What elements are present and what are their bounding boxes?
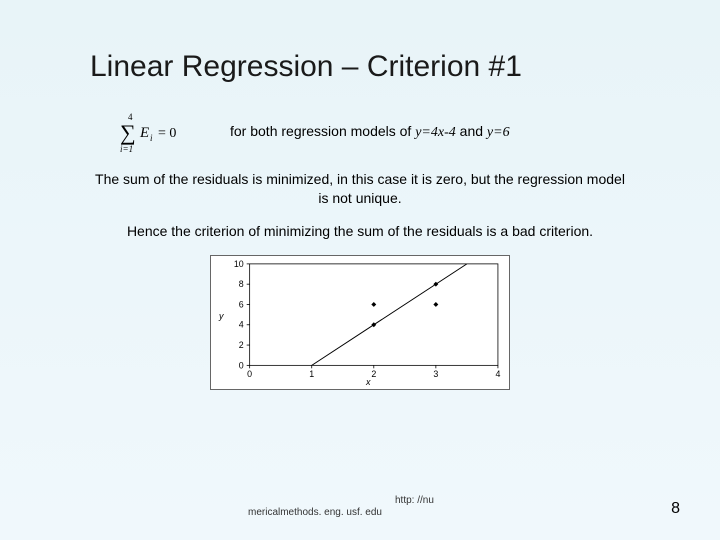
footer-url-bottom: mericalmethods. eng. usf. edu: [248, 507, 382, 518]
svg-text:2: 2: [239, 340, 244, 350]
slide-title: Linear Regression – Criterion #1: [90, 50, 670, 84]
x-axis-label: x: [366, 377, 371, 387]
svg-text:0: 0: [247, 369, 252, 379]
caption-model-2: y=6: [487, 125, 510, 140]
svg-text:∑: ∑: [120, 120, 136, 145]
svg-text:0: 0: [239, 360, 244, 370]
svg-text:1: 1: [309, 369, 314, 379]
summation-equation: 4 ∑ i=1 E i = 0: [110, 112, 190, 152]
footer-url-top: http: //nu: [395, 495, 434, 506]
svg-text:4: 4: [239, 319, 244, 329]
svg-text:2: 2: [371, 369, 376, 379]
caption-part-a: for both regression models of: [230, 123, 415, 139]
body-paragraph-1: The sum of the residuals is minimized, i…: [90, 170, 630, 208]
caption-model-1: y=4x-4: [415, 125, 456, 140]
svg-text:8: 8: [239, 279, 244, 289]
svg-text:= 0: = 0: [158, 126, 176, 141]
svg-text:10: 10: [234, 259, 244, 269]
y-axis-label: y: [219, 311, 224, 321]
svg-text:4: 4: [495, 369, 500, 379]
svg-text:i: i: [150, 133, 153, 143]
body-paragraph-2: Hence the criterion of minimizing the su…: [90, 222, 630, 241]
equation-row: 4 ∑ i=1 E i = 0 for both regression mode…: [110, 112, 670, 152]
chart-container: 0 2 4 6 8 10 0 1 2 3 4 y x: [210, 255, 510, 390]
equation-caption: for both regression models of y=4x-4 and…: [230, 123, 510, 141]
scatter-chart: 0 2 4 6 8 10 0 1 2 3 4 y x: [210, 255, 510, 390]
caption-part-c: and: [456, 123, 487, 139]
sum-lower: i=1: [120, 144, 133, 154]
page-number: 8: [671, 500, 680, 518]
svg-text:3: 3: [433, 369, 438, 379]
svg-text:6: 6: [239, 299, 244, 309]
svg-text:E: E: [139, 125, 149, 141]
